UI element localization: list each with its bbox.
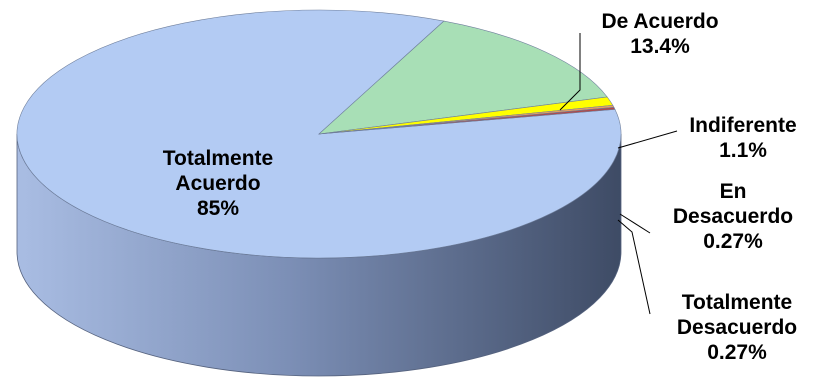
leader-line-en-desacuerdo (620, 214, 650, 233)
data-label-totalmente-desacuerdo: Totalmente Desacuerdo 0.27% (677, 291, 797, 364)
leader-line-totalmente-desacuerdo (618, 220, 650, 314)
data-label-en-desacuerdo: En Desacuerdo 0.27% (673, 180, 793, 253)
data-label-de-acuerdo: De Acuerdo 13.4% (601, 10, 718, 58)
pie-top-face (17, 10, 621, 258)
data-label-indiferente: Indiferente 1.1% (689, 114, 796, 162)
leader-line-indiferente (618, 131, 677, 148)
